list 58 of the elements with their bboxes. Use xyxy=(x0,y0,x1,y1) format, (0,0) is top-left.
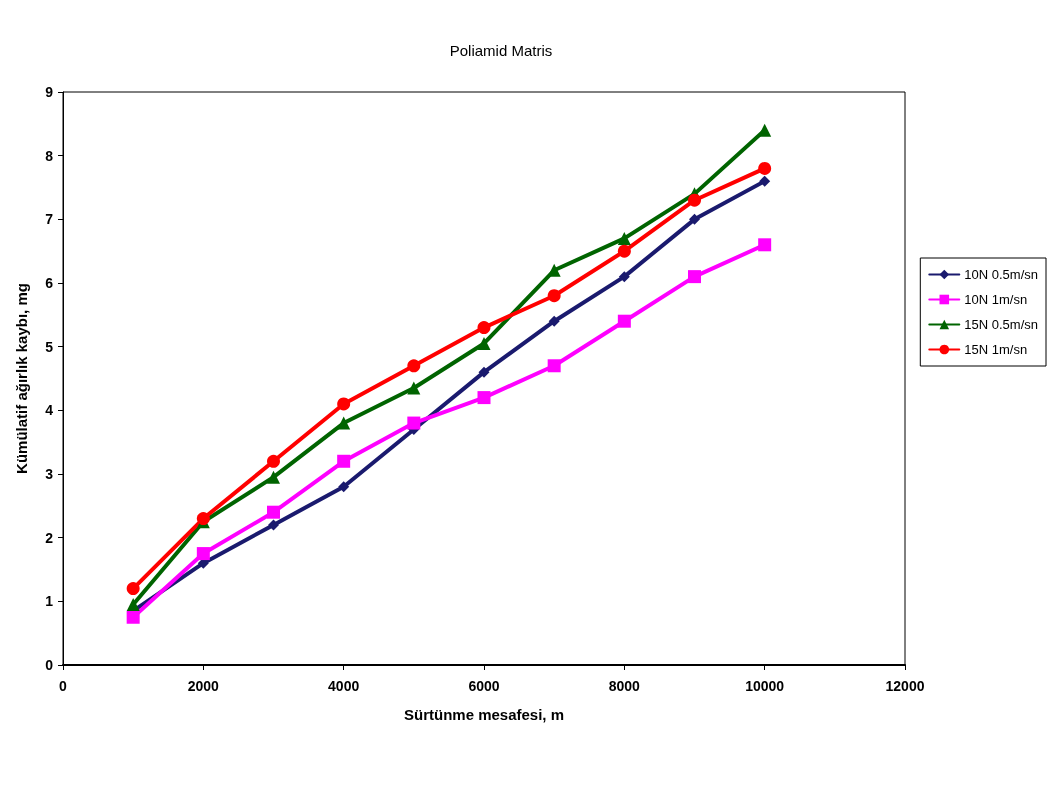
point xyxy=(758,238,772,252)
y-tick-label: 1 xyxy=(45,593,54,610)
y-tick-label: 0 xyxy=(45,657,54,673)
y-tick-label: 2 xyxy=(45,529,54,546)
y-tick-label: 7 xyxy=(45,211,54,228)
x-tick-label: 0 xyxy=(59,678,68,694)
x-tick-label: 10000 xyxy=(745,678,785,694)
point xyxy=(126,610,140,624)
point xyxy=(547,289,561,303)
point xyxy=(196,547,210,561)
point xyxy=(478,366,490,378)
point xyxy=(268,519,279,531)
point xyxy=(407,416,421,430)
point xyxy=(477,336,491,350)
x-axis-title: Sürtünme mesafesi, m xyxy=(403,706,565,723)
y-tick-label: 4 xyxy=(45,402,54,419)
point xyxy=(758,161,772,175)
x-tick-label: 4000 xyxy=(328,678,360,694)
legend-label: 10N 1m/sn xyxy=(964,292,1028,307)
y-tick-label: 3 xyxy=(45,466,54,482)
point xyxy=(267,470,280,484)
point xyxy=(617,314,631,328)
x-tick-label: 12000 xyxy=(885,678,925,694)
point xyxy=(689,213,700,225)
y-tick-label: 9 xyxy=(45,84,54,100)
y-tick-label: 5 xyxy=(45,338,54,355)
point xyxy=(758,123,772,137)
point xyxy=(617,244,631,258)
point xyxy=(618,271,630,283)
point xyxy=(126,582,140,596)
x-tick-label: 8000 xyxy=(608,678,641,694)
legend-label: 10N 0.5m/sn xyxy=(964,267,1038,282)
x-tick-label: 2000 xyxy=(187,678,220,694)
x-tick-label: 6000 xyxy=(468,678,500,694)
y-tick-label: 8 xyxy=(45,147,54,164)
point xyxy=(547,359,561,373)
point xyxy=(617,231,631,245)
legend-label: 15N 1m/sn xyxy=(964,342,1028,357)
point xyxy=(548,315,560,327)
point xyxy=(688,270,701,284)
point xyxy=(337,416,351,430)
y-tick-label: 6 xyxy=(45,275,54,291)
chart-title: Poliamid Matris xyxy=(449,42,553,59)
legend-label: 15N 0.5m/sn xyxy=(964,317,1038,332)
point xyxy=(547,263,561,277)
point xyxy=(338,481,350,493)
point xyxy=(337,454,351,468)
point xyxy=(477,391,491,405)
point xyxy=(126,598,140,612)
point xyxy=(407,381,421,395)
y-axis-title: Kümülatif ağırlık kaybı, mg xyxy=(13,283,30,474)
point xyxy=(267,505,280,519)
point xyxy=(759,175,771,187)
point xyxy=(337,397,351,411)
point xyxy=(267,454,280,468)
point xyxy=(477,321,491,335)
point xyxy=(688,193,701,207)
point xyxy=(407,359,421,373)
